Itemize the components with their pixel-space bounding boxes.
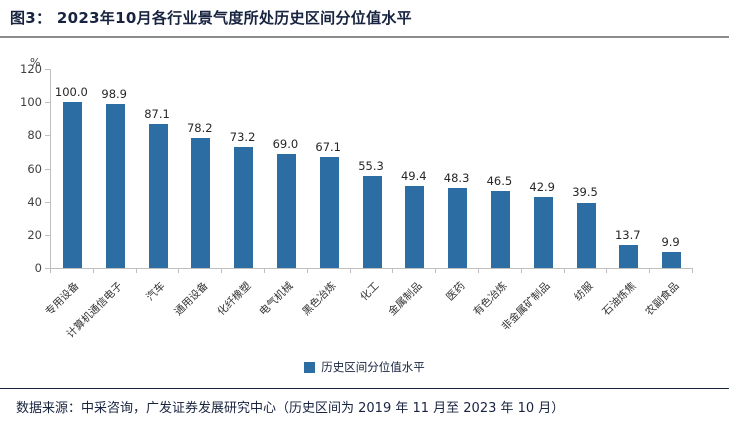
x-axis-tick-mark [349,269,351,273]
bar-非金属矿制品 [533,196,553,268]
x-axis-tick-mark [478,269,479,273]
bar-value-label: 46.5 [486,173,513,188]
x-axis-tick-mark [92,269,94,273]
bar-农副食品 [662,251,682,268]
footer-divider [0,388,729,389]
y-axis-tick-label: 100 [20,95,42,110]
figure-title: 图3： 2023年10月各行业景气度所处历史区间分位值水平 [10,9,412,27]
x-axis-tick-mark [178,269,180,273]
bar-value-label: 98.9 [101,86,127,101]
data-source-note: 数据来源：中采咨询，广发证券发展研究中心（历史区间为 2019 年 11 月至 … [16,401,565,416]
y-axis-tick-label: 80 [27,128,42,143]
bar-医药 [448,187,468,268]
x-axis-tick-mark [392,269,394,273]
plot-area [50,69,693,269]
bar-电气机械 [276,153,296,268]
x-axis-tick-mark [520,269,522,273]
bar-value-label: 69.0 [272,136,299,151]
x-axis-tick-mark [264,269,265,273]
x-axis-tick-mark [135,269,137,273]
x-axis-category-label: 农副食品 [523,274,681,318]
chart-legend: 历史区间分位值水平 [0,359,729,375]
legend-label: 历史区间分位值水平 [321,360,425,374]
bar-有色冶炼 [490,190,510,268]
y-axis-tick-label: 20 [27,227,42,242]
bar-value-label: 42.9 [529,179,555,194]
bar-石油炼焦 [619,245,639,268]
bar-黑色冶炼 [319,156,339,268]
bar-value-label: 67.1 [315,139,341,154]
bar-value-label: 39.5 [572,185,598,200]
bar-value-label: 78.2 [186,121,213,136]
bar-通用设备 [191,138,211,268]
x-axis-tick-mark [606,269,608,273]
x-axis-tick-mark [692,269,693,273]
y-axis-unit-label: % [30,56,41,69]
bar-汽车 [148,123,168,268]
bar-value-label: 48.3 [443,170,470,185]
y-axis-tick-mark [45,135,50,137]
x-axis-category-text: 农副食品 [642,280,682,319]
x-axis-tick-mark [221,269,223,273]
bar-value-label: 100.0 [54,85,88,100]
y-axis-tick-mark [45,234,50,236]
bar-金属制品 [405,186,425,268]
bar-value-label: 87.1 [144,106,170,121]
x-axis-tick-mark [563,269,565,273]
bar-化工 [362,176,382,268]
bar-专用设备 [62,102,82,268]
y-axis-tick-mark [45,268,50,269]
x-axis-tick-mark [50,269,51,273]
bar-纺服 [576,202,596,268]
bar-value-label: 13.7 [614,228,641,243]
bar-value-label: 49.4 [400,169,427,184]
x-axis-tick-mark [435,269,437,273]
y-axis-tick-mark [45,168,50,170]
bar-化纤橡塑 [234,146,254,268]
y-axis-tick-label: 60 [27,161,42,176]
bar-计算机通信电子 [105,104,125,268]
x-axis-tick-mark [306,269,308,273]
bar-value-label: 9.9 [661,234,680,249]
x-axis-tick-mark [649,269,651,273]
bar-value-label: 73.2 [229,129,256,144]
y-axis-tick-label: 40 [27,194,42,209]
legend-swatch [304,361,316,373]
y-axis-tick-label: 0 [34,261,42,275]
bar-value-label: 55.3 [358,159,384,174]
y-axis-tick-mark [45,201,50,203]
y-axis-tick-mark [45,69,50,70]
title-divider [0,36,729,38]
y-axis-tick-label: 120 [20,62,42,76]
y-axis-tick-mark [45,102,50,104]
